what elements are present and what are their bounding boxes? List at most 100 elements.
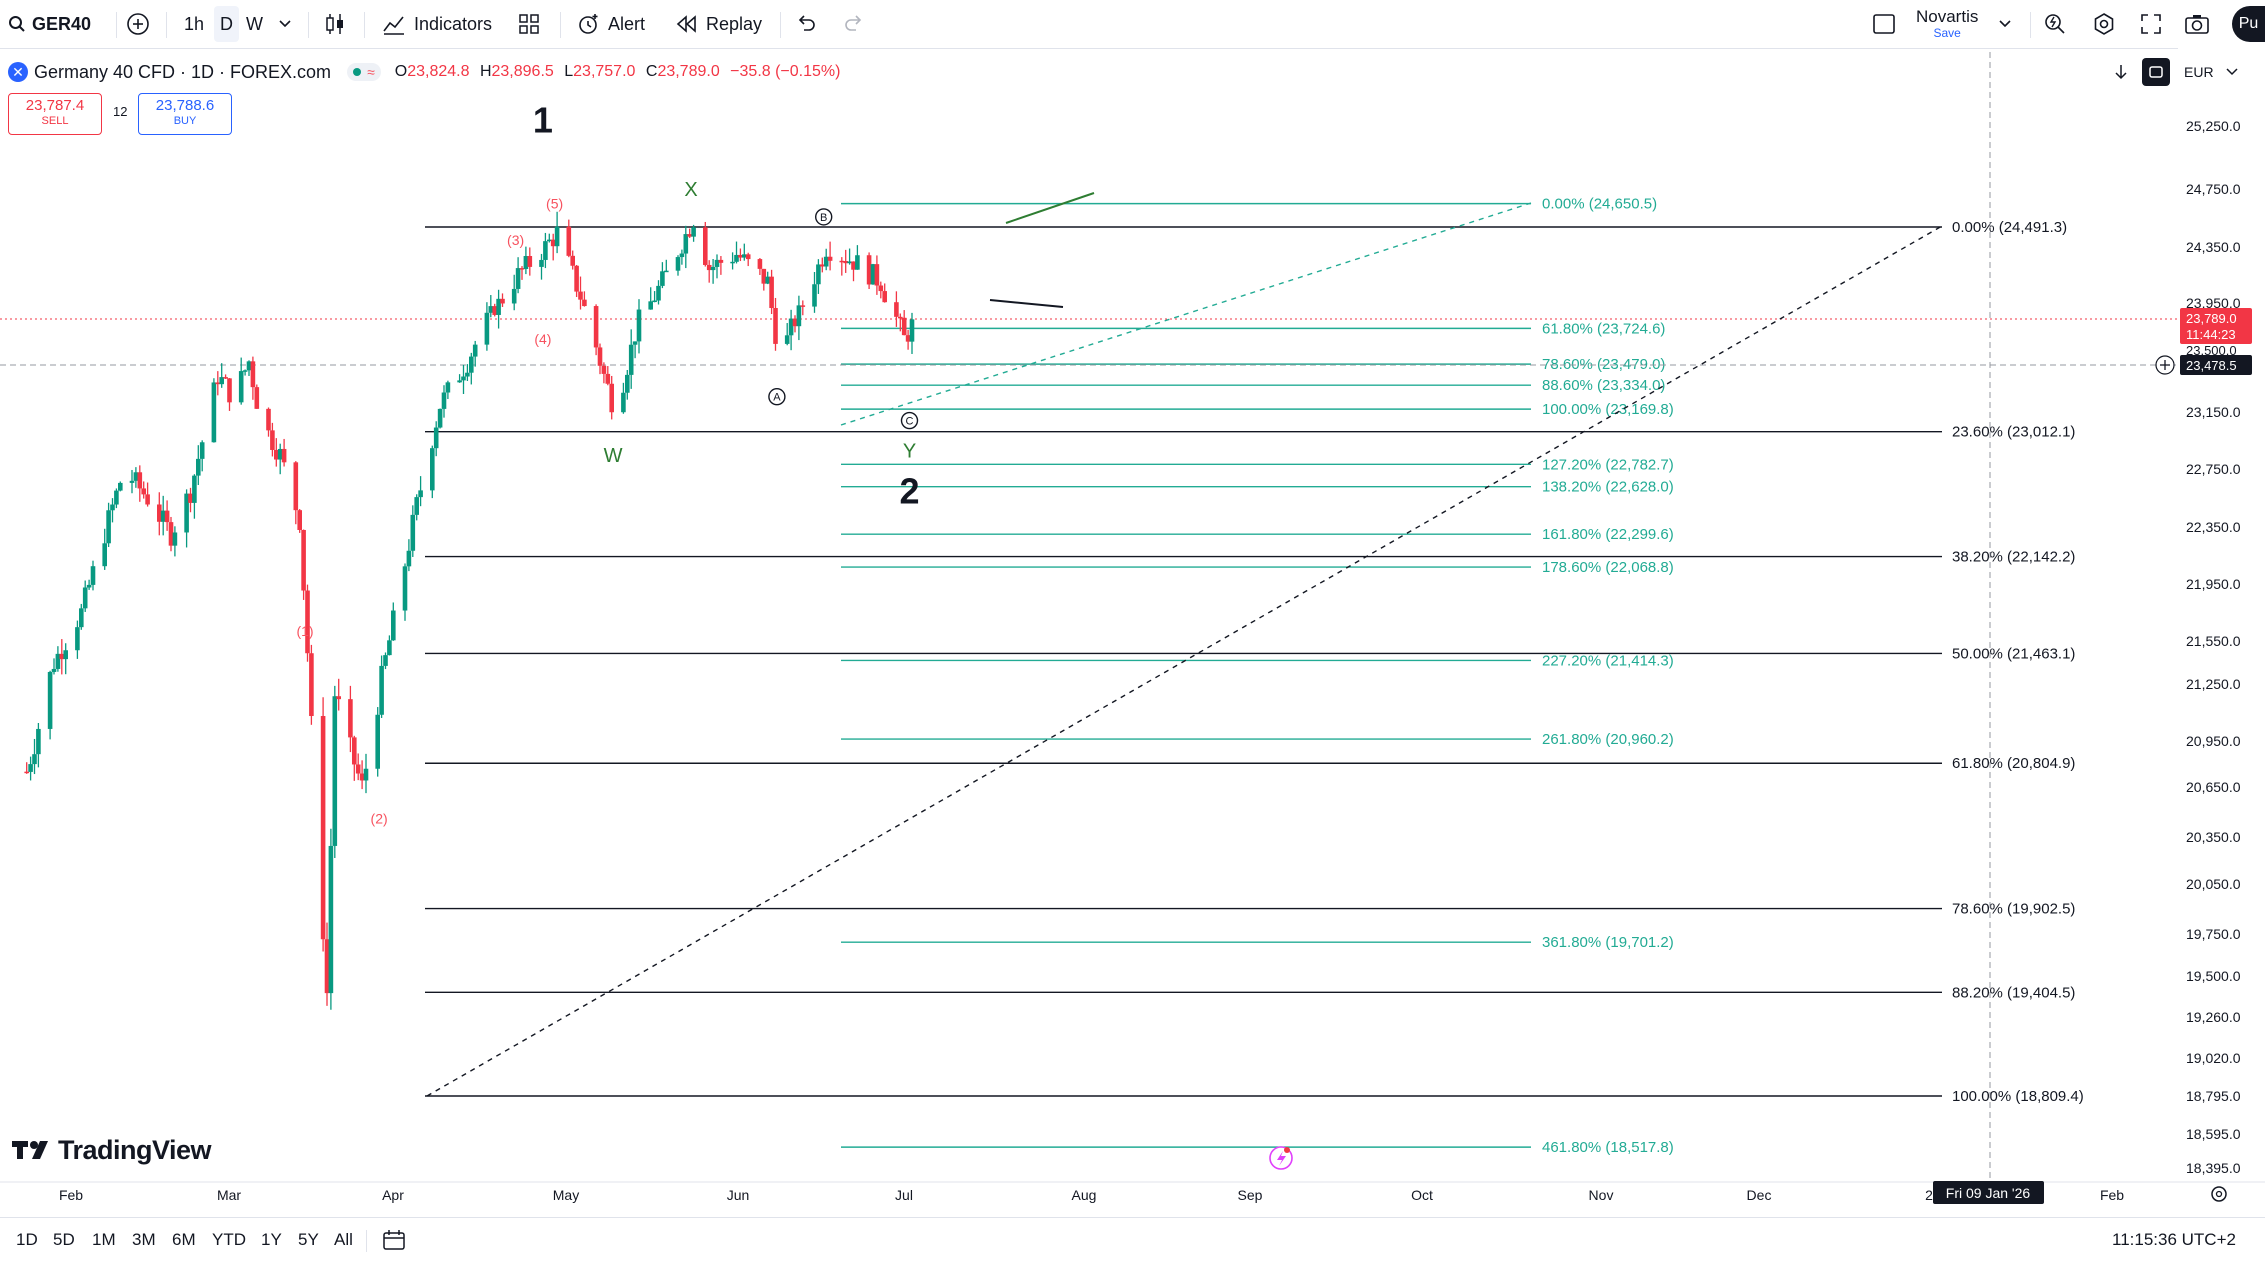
candle-body <box>519 268 525 270</box>
wave-label: B <box>820 212 827 224</box>
layout-dropdown[interactable] <box>1998 0 2012 48</box>
candle-body <box>706 264 712 271</box>
quick-search-button[interactable] <box>2044 0 2066 48</box>
fullscreen-button[interactable] <box>2140 0 2162 48</box>
download-button[interactable] <box>2110 60 2132 84</box>
earnings-flash-dot <box>1284 1147 1290 1153</box>
tradingview-logo[interactable]: TradingView <box>12 1134 212 1166</box>
candle-body <box>75 627 80 651</box>
candle-body <box>582 299 587 307</box>
undo-button[interactable] <box>796 0 816 48</box>
candle-body <box>636 309 642 342</box>
interval-w[interactable]: W <box>246 0 263 48</box>
symbol-search[interactable]: GER40 <box>8 0 91 48</box>
candle-body <box>246 361 252 371</box>
candle-body <box>32 754 37 765</box>
fib-extension-label: 138.20% (22,628.0) <box>1542 479 1674 496</box>
fib-levels[interactable]: 0.00% (24,491.3) 23.60% (23,012.1) 38.20% … <box>425 196 2084 1157</box>
change-value: −35.8 (−0.15%) <box>730 63 841 80</box>
trendlines[interactable] <box>0 52 2178 1182</box>
time-axis[interactable]: Feb Mar Apr May Jun Jul Aug Sep Oct Nov Dec 2 Feb Fri… <box>0 1146 2265 1204</box>
compare-button[interactable] <box>126 0 150 48</box>
fib-retracement-label: 0.00% (24,491.3) <box>1952 219 2067 236</box>
rewind-icon <box>676 15 696 33</box>
layout-button[interactable] <box>1872 0 1896 48</box>
candle-body <box>523 256 529 269</box>
candle-body <box>484 312 490 345</box>
candle-body <box>250 361 256 388</box>
settings-button[interactable] <box>2092 0 2116 48</box>
interval-1h[interactable]: 1h <box>184 0 204 48</box>
candle-body <box>742 254 747 258</box>
candle-body <box>543 241 548 260</box>
range-3m[interactable]: 3M <box>132 1220 156 1260</box>
interval-dropdown[interactable] <box>278 0 292 48</box>
alert-button[interactable]: Alert <box>576 0 645 48</box>
search-icon <box>9 16 25 32</box>
candle-body <box>664 270 669 273</box>
fib-extension-label: 0.00% (24,650.5) <box>1542 196 1657 213</box>
indicators-button[interactable]: Indicators <box>382 0 492 48</box>
wave-label: C <box>906 415 914 427</box>
wave-circle <box>815 208 833 226</box>
candle-body <box>796 305 802 327</box>
divider <box>780 12 781 38</box>
replay-button[interactable]: Replay <box>676 0 762 48</box>
candle-body <box>51 668 57 672</box>
crosshair-date-label: Fri 09 Jan '26 <box>1946 1185 2031 1201</box>
interval-w-label: W <box>246 13 263 34</box>
candle-body <box>738 254 743 258</box>
range-6m[interactable]: 6M <box>172 1220 196 1260</box>
range-1y[interactable]: 1Y <box>261 1220 282 1260</box>
range-1m[interactable]: 1M <box>92 1220 116 1260</box>
indicators-icon <box>383 16 404 35</box>
range-ytd[interactable]: YTD <box>212 1220 246 1260</box>
auto-scale-icon <box>2149 66 2163 78</box>
candle-body <box>593 306 599 348</box>
redo-button[interactable] <box>844 0 864 48</box>
candle-body <box>129 480 135 483</box>
publish-button[interactable]: Pu <box>2232 6 2265 42</box>
candle-body <box>469 356 474 373</box>
clock-timezone[interactable]: 11:15:36 UTC+2 <box>2112 1220 2236 1260</box>
divider <box>364 12 365 38</box>
candle-body <box>184 493 189 533</box>
candle-body <box>192 475 197 503</box>
candle-body <box>898 316 903 319</box>
range-5d[interactable]: 5D <box>53 1220 75 1260</box>
interval-d[interactable]: D <box>214 6 239 42</box>
obscured-tick-label: 23,500.0 <box>2186 343 2237 358</box>
price-chart[interactable]: 0.00% (24,491.3) 23.60% (23,012.1) 38.20% … <box>0 48 2265 1217</box>
candle-body <box>445 382 451 393</box>
price-tick-label: 19,750.0 <box>2186 926 2241 942</box>
price-tick-label: 21,950.0 <box>2186 576 2241 592</box>
close-value: 23,789.0 <box>657 63 720 80</box>
layout-name-button[interactable]: Novartis Save <box>1916 6 1978 42</box>
buy-button[interactable]: 23,788.6 BUY <box>138 93 232 135</box>
range-1d[interactable]: 1D <box>16 1220 38 1260</box>
currency-selector[interactable]: EUR <box>2184 60 2238 84</box>
market-status[interactable]: ≈ <box>347 63 381 81</box>
templates-button[interactable] <box>518 0 540 48</box>
chart-type-button[interactable] <box>324 0 346 48</box>
price-tick-label: 18,795.0 <box>2186 1088 2241 1104</box>
candle-body <box>687 234 692 237</box>
price-axis[interactable]: 25,250.0 24,750.0 24,350.0 23,950.0 23,150.0… <box>2155 48 2265 1182</box>
delayed-icon: ≈ <box>367 64 375 80</box>
top-toolbar: GER40 1h D W Indicators Alert Replay Nov… <box>0 0 2265 49</box>
time-tick-label: Jun <box>727 1187 750 1203</box>
triangle-upper-line <box>1005 192 1095 224</box>
sell-button[interactable]: 23,787.4 SELL <box>8 93 102 135</box>
range-all[interactable]: All <box>334 1220 353 1260</box>
time-tick-label: Dec <box>1747 1187 1772 1203</box>
snapshot-button[interactable] <box>2184 0 2210 48</box>
range-1y-label: 1Y <box>261 1230 282 1249</box>
go-to-date-button[interactable] <box>382 1220 406 1260</box>
candle-body <box>391 610 396 641</box>
auto-scale-toggle[interactable] <box>2142 58 2170 86</box>
candle-body <box>465 372 470 377</box>
interval-1h-label: 1h <box>184 13 205 34</box>
bottom-toolbar <box>0 1217 2265 1267</box>
range-5y[interactable]: 5Y <box>298 1220 319 1260</box>
time-tick-label: 2 <box>1925 1187 1933 1203</box>
